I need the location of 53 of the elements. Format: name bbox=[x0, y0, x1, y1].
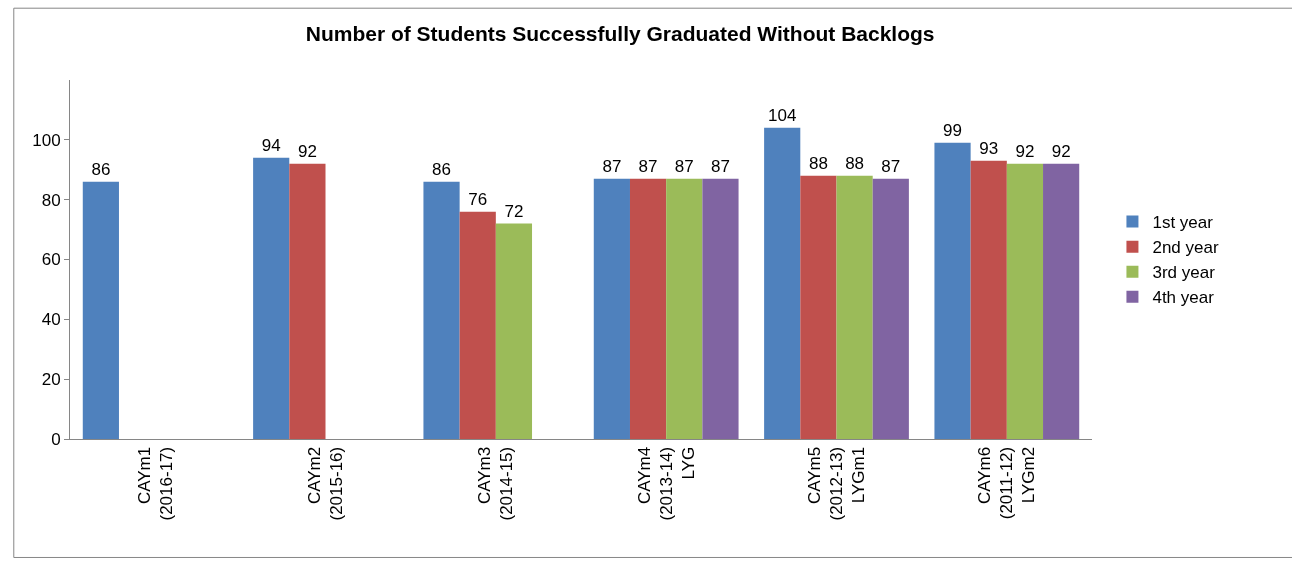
data-label: 104 bbox=[768, 105, 797, 125]
data-label: 87 bbox=[602, 156, 622, 176]
data-label: 87 bbox=[638, 156, 658, 176]
y-tick-label: 60 bbox=[41, 250, 61, 270]
y-tick-label: 0 bbox=[51, 429, 61, 449]
x-tick-label: CAYm1 (2016-17) bbox=[134, 446, 176, 521]
bar bbox=[934, 142, 971, 439]
bar bbox=[289, 163, 326, 439]
data-label: 87 bbox=[711, 156, 730, 176]
bar bbox=[764, 127, 801, 439]
data-label: 99 bbox=[943, 120, 962, 140]
data-label: 88 bbox=[845, 153, 865, 173]
bar bbox=[253, 157, 290, 439]
bar bbox=[593, 178, 630, 439]
y-tick-label: 40 bbox=[41, 310, 61, 330]
bar bbox=[702, 178, 739, 439]
bar bbox=[836, 175, 873, 439]
x-tick-label: CAYm2 (2015-16) bbox=[304, 446, 347, 521]
data-label: 86 bbox=[91, 159, 111, 179]
y-tick-label: 20 bbox=[41, 370, 61, 390]
data-label: 87 bbox=[881, 156, 901, 176]
bar bbox=[1006, 163, 1044, 439]
chart-title: Number of Students Successfully Graduated Without Backlogs bbox=[305, 21, 935, 45]
x-tick-label: CAYm4 (2013-14) LYG bbox=[634, 446, 698, 521]
bar bbox=[82, 181, 119, 439]
bar bbox=[872, 178, 909, 439]
x-tick-label: CAYm5 (2012-13) LYGm1 bbox=[804, 446, 869, 521]
data-label: 87 bbox=[674, 156, 694, 176]
legend-label: 2nd year bbox=[1152, 238, 1219, 258]
bar bbox=[423, 181, 460, 439]
data-label: 76 bbox=[468, 189, 488, 209]
data-label: 92 bbox=[297, 141, 317, 161]
data-label: 72 bbox=[504, 201, 524, 221]
data-label: 86 bbox=[432, 159, 451, 179]
bar bbox=[970, 160, 1007, 439]
data-label: 94 bbox=[261, 135, 281, 155]
bar bbox=[495, 223, 533, 439]
x-tick-label: CAYm3 (2014-15) bbox=[475, 446, 517, 521]
bar bbox=[629, 178, 667, 439]
data-label: 88 bbox=[808, 153, 828, 173]
data-label: 93 bbox=[979, 138, 999, 158]
data-label: 92 bbox=[1051, 141, 1071, 161]
legend-label: 1st year bbox=[1152, 213, 1214, 233]
y-tick-label: 100 bbox=[32, 130, 61, 150]
legend-label: 4th year bbox=[1152, 288, 1215, 308]
data-label: 92 bbox=[1015, 141, 1035, 161]
bar bbox=[1043, 163, 1080, 439]
y-tick-label: 80 bbox=[41, 190, 61, 210]
bar bbox=[800, 175, 837, 439]
bar bbox=[666, 178, 703, 439]
bar bbox=[459, 211, 496, 439]
legend-label: 3rd year bbox=[1152, 263, 1216, 283]
x-tick-label: CAYm6 (2011-12) LYGm2 bbox=[975, 446, 1039, 520]
